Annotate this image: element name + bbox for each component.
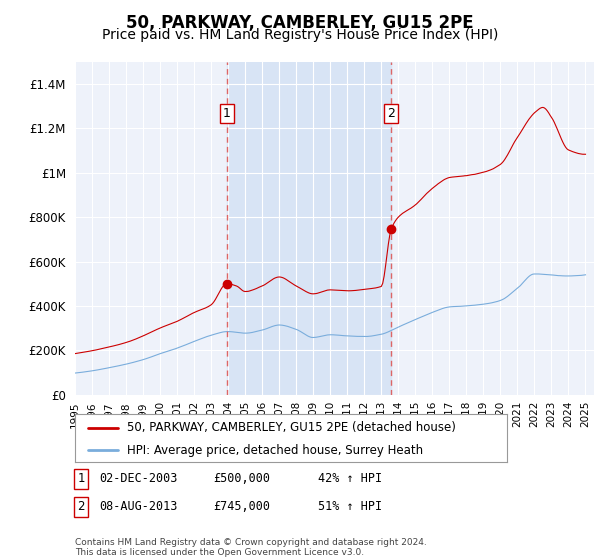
Text: 1: 1: [223, 107, 231, 120]
Text: £745,000: £745,000: [213, 500, 270, 514]
Text: 2: 2: [387, 107, 395, 120]
Text: 50, PARKWAY, CAMBERLEY, GU15 2PE (detached house): 50, PARKWAY, CAMBERLEY, GU15 2PE (detach…: [127, 421, 456, 434]
Text: 50, PARKWAY, CAMBERLEY, GU15 2PE: 50, PARKWAY, CAMBERLEY, GU15 2PE: [126, 14, 474, 32]
Text: 02-DEC-2003: 02-DEC-2003: [99, 472, 178, 486]
Text: 08-AUG-2013: 08-AUG-2013: [99, 500, 178, 514]
Text: 2: 2: [77, 500, 85, 514]
Text: Price paid vs. HM Land Registry's House Price Index (HPI): Price paid vs. HM Land Registry's House …: [102, 28, 498, 42]
Text: 42% ↑ HPI: 42% ↑ HPI: [318, 472, 382, 486]
Text: Contains HM Land Registry data © Crown copyright and database right 2024.
This d: Contains HM Land Registry data © Crown c…: [75, 538, 427, 557]
Text: HPI: Average price, detached house, Surrey Heath: HPI: Average price, detached house, Surr…: [127, 444, 423, 456]
Bar: [227, 62, 391, 395]
Text: £500,000: £500,000: [213, 472, 270, 486]
Text: 1: 1: [77, 472, 85, 486]
Text: 51% ↑ HPI: 51% ↑ HPI: [318, 500, 382, 514]
